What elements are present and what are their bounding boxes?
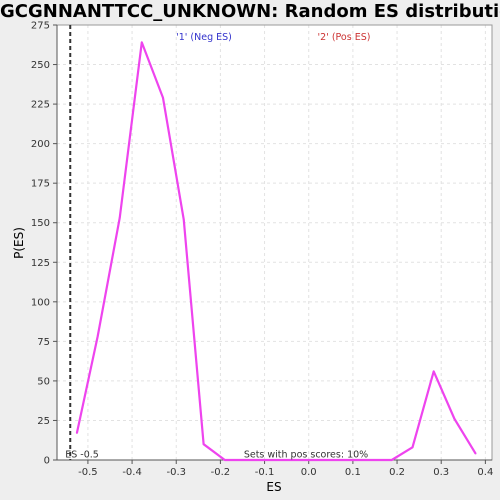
- data-point: [411, 446, 414, 449]
- x-tick-label: -0.3: [166, 467, 186, 478]
- data-point: [286, 459, 289, 461]
- es-marker-label: ES -0.5: [65, 450, 99, 461]
- data-point: [182, 218, 185, 221]
- axes: -0.5 -0.4 -0.3 -0.2 -0.1 0.0 0.1 0.2 0.3 0.4 0 25 50…: [31, 21, 493, 479]
- x-tick-label: 0.3: [433, 467, 449, 478]
- pos-scores-annotation: Sets with pos scores: 10%: [244, 450, 368, 461]
- data-point: [96, 335, 99, 338]
- legend: '1' (Neg ES) '2' (Pos ES): [176, 32, 370, 43]
- data-point: [265, 459, 268, 461]
- y-tick-label: 225: [31, 100, 50, 111]
- y-tick-label: 100: [31, 297, 50, 308]
- data-point: [118, 217, 121, 219]
- data-point: [140, 41, 143, 44]
- data-point: [244, 459, 247, 461]
- es-marker: ES -0.5: [65, 25, 99, 461]
- data-point: [390, 459, 393, 461]
- x-tick-label: 0.1: [345, 467, 361, 478]
- x-tick-label: -0.5: [78, 467, 98, 478]
- y-tick-label: 75: [37, 337, 50, 348]
- x-tick-label: 0.4: [477, 467, 493, 478]
- y-tick-label: 250: [31, 60, 50, 71]
- x-tick-label: -0.4: [122, 467, 142, 478]
- y-tick-label: 25: [37, 416, 50, 427]
- legend-item: '2' (Pos ES): [318, 32, 371, 43]
- chart-title: GCGNNANTTCC_UNKNOWN: Random ES distribut…: [0, 1, 500, 22]
- y-tick-label: 275: [31, 21, 50, 32]
- legend-item: '1' (Neg ES): [176, 32, 232, 43]
- data-point: [162, 96, 164, 99]
- data-point: [76, 432, 78, 434]
- data-point: [474, 452, 477, 455]
- data-point: [202, 443, 205, 445]
- series-layer: [75, 41, 477, 462]
- y-tick-label: 200: [31, 139, 50, 150]
- data-point: [224, 459, 226, 461]
- y-axis-title: P(ES): [12, 227, 26, 259]
- data-point: [369, 459, 372, 461]
- x-axis-title: ES: [266, 480, 281, 494]
- y-tick-label: 175: [31, 179, 50, 190]
- x-tick-label: -0.1: [255, 467, 275, 478]
- data-point: [432, 370, 435, 373]
- y-tick-label: 50: [37, 376, 50, 387]
- data-point: [327, 459, 330, 461]
- y-tick-label: 150: [31, 218, 50, 229]
- x-tick-label: 0.0: [301, 467, 317, 478]
- data-point: [348, 459, 351, 461]
- y-tick-label: 125: [31, 258, 50, 269]
- x-tick-label: 0.2: [389, 467, 405, 478]
- plot-area: [57, 25, 492, 460]
- x-tick-label: -0.2: [211, 467, 231, 478]
- data-point: [453, 418, 456, 420]
- series-line: [75, 41, 477, 462]
- data-point: [307, 459, 310, 461]
- y-tick-label: 0: [44, 456, 50, 467]
